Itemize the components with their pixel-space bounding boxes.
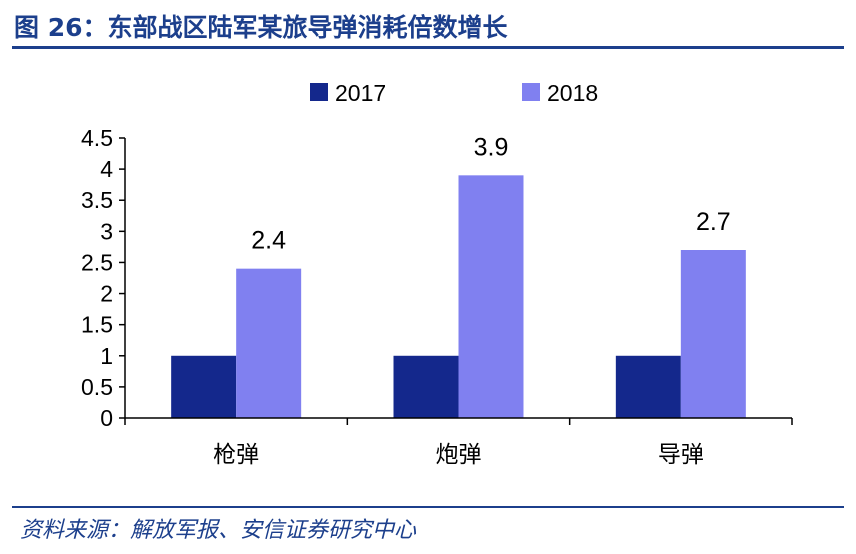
y-tick-label: 4 (100, 156, 113, 182)
legend-swatch (522, 83, 540, 101)
legend: 2017 2018 (310, 80, 598, 106)
y-tick-label: 1 (100, 343, 113, 369)
data-labels: 2.4 3.9 2.7 (251, 133, 730, 254)
y-tick-label: 1.5 (81, 312, 113, 338)
source-rule (12, 506, 844, 508)
bar-2017 (171, 355, 237, 418)
legend-label: 2018 (547, 80, 598, 106)
bars (171, 175, 746, 418)
data-label: 2.7 (696, 208, 731, 236)
figure-title: 图 26：东部战区陆军某旅导弹消耗倍数增长 (14, 13, 508, 42)
bar-2017 (393, 355, 459, 418)
data-label: 2.4 (251, 227, 286, 255)
y-tick-label: 3 (100, 218, 113, 244)
bar-2017 (615, 355, 681, 418)
bar-2018 (680, 250, 746, 418)
y-tick-label: 0 (100, 405, 113, 431)
data-label: 3.9 (474, 133, 509, 161)
x-category-label: 枪弹 (213, 442, 259, 468)
y-tick-label: 2 (100, 281, 113, 307)
y-tick-label: 0.5 (81, 374, 113, 400)
y-tick-label: 3.5 (81, 187, 113, 213)
legend-label: 2017 (335, 80, 386, 106)
x-category-label: 炮弹 (436, 442, 482, 468)
bar-2018 (458, 175, 524, 418)
y-axis: 0 0.5 1 1.5 2 2.5 3 3.5 4 4.5 (81, 125, 126, 431)
legend-swatch (310, 83, 328, 101)
source-note: 资料来源：解放军报、安信证券研究中心 (20, 518, 417, 543)
title-rule (12, 46, 844, 49)
x-axis: 枪弹 炮弹 导弹 (124, 417, 793, 468)
bar-2018 (236, 268, 302, 418)
y-tick-label: 2.5 (81, 249, 113, 275)
x-category-label: 导弹 (658, 442, 704, 468)
y-tick-label: 4.5 (81, 125, 113, 151)
